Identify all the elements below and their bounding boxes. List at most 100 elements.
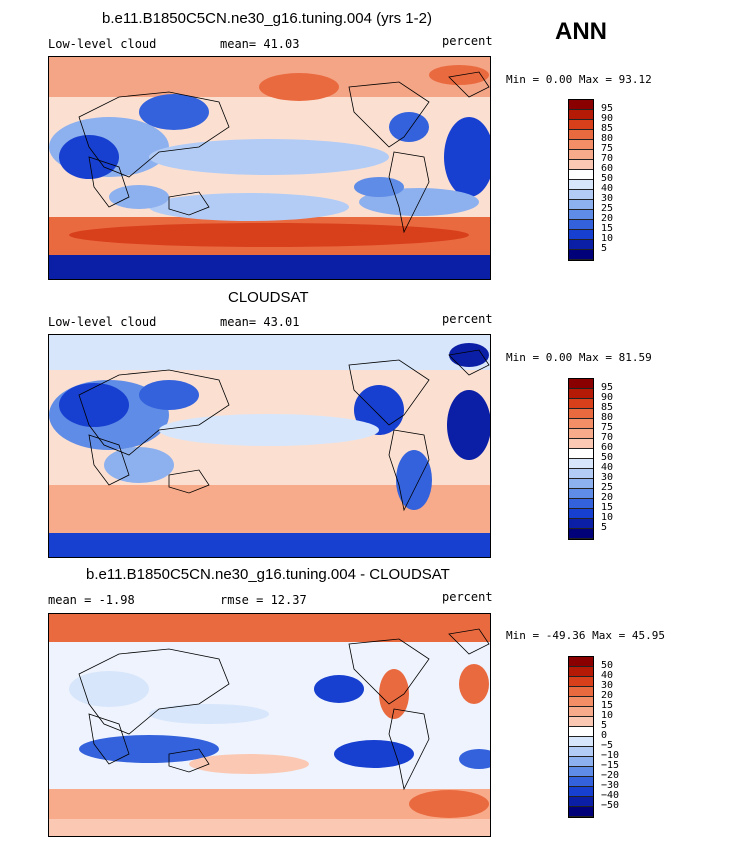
colorbar-tick-label: 85 [601, 402, 614, 413]
colorbar-swatch [569, 469, 593, 479]
colorbar-tick-label: 5 [601, 243, 608, 254]
mean-label: mean = -1.98 [48, 593, 135, 607]
colorbar-swatch [569, 797, 593, 807]
min-max-label: Min = -49.36 Max = 45.95 [506, 629, 665, 642]
colorbar-tick-label: 50 [601, 452, 614, 463]
colorbar-swatch [569, 499, 593, 509]
colorbar-swatch [569, 230, 593, 240]
colorbar-tick-label: −15 [601, 760, 620, 771]
colorbar-tick-label: −30 [601, 780, 620, 791]
colorbar-tick-label: 30 [601, 193, 614, 204]
colorbar-swatch [569, 200, 593, 210]
colorbar-swatch [569, 379, 593, 389]
colorbar-tick-label: 85 [601, 123, 614, 134]
colorbar-swatch [569, 429, 593, 439]
colorbar-swatch [569, 439, 593, 449]
min-max-label: Min = 0.00 Max = 93.12 [506, 73, 652, 86]
colorbar-tick-label: 50 [601, 660, 614, 671]
colorbar-tick-label: 40 [601, 183, 614, 194]
map-observation [48, 334, 491, 558]
colorbar-tick-label: 25 [601, 482, 614, 493]
colorbar-tick-label: 70 [601, 432, 614, 443]
colorbar-swatch [569, 170, 593, 180]
colorbar-swatch [569, 687, 593, 697]
colorbar-swatch [569, 707, 593, 717]
colorbar-tick-label: 5 [601, 720, 608, 731]
colorbar-tick-label: 70 [601, 153, 614, 164]
colorbar-tick-label: 25 [601, 203, 614, 214]
colorbar-tick-label: −20 [601, 770, 620, 781]
colorbar-swatch [569, 210, 593, 220]
colorbar-swatch [569, 509, 593, 519]
rmse-label: rmse = 12.37 [220, 593, 307, 607]
colorbar-swatch [569, 449, 593, 459]
colorbar-swatch [569, 717, 593, 727]
colorbar-tick-label: 80 [601, 412, 614, 423]
colorbar-swatch [569, 727, 593, 737]
colorbar [568, 99, 594, 261]
colorbar-swatch [569, 150, 593, 160]
variable-label: Low-level cloud [48, 37, 157, 51]
colorbar-swatch [569, 737, 593, 747]
colorbar-swatch [569, 100, 593, 110]
mean-label: mean= 41.03 [220, 37, 300, 51]
colorbar-swatch [569, 529, 593, 539]
colorbar-tick-label: 40 [601, 462, 614, 473]
colorbar-tick-label: 15 [601, 700, 614, 711]
colorbar-tick-label: 15 [601, 502, 614, 513]
mean-label: mean= 43.01 [220, 315, 300, 329]
season-label: ANN [555, 18, 607, 45]
colorbar-tick-label: 75 [601, 143, 614, 154]
colorbar-swatch [569, 110, 593, 120]
min-max-label: Min = 0.00 Max = 81.59 [506, 351, 652, 364]
colorbar [568, 656, 594, 818]
colorbar-tick-label: 90 [601, 113, 614, 124]
colorbar-swatch [569, 519, 593, 529]
colorbar-swatch [569, 807, 593, 817]
colorbar-tick-label: −10 [601, 750, 620, 761]
panel-title: b.e11.B1850C5CN.ne30_g16.tuning.004 (yrs… [102, 10, 432, 27]
colorbar-tick-label: 10 [601, 512, 614, 523]
colorbar-tick-label: 50 [601, 173, 614, 184]
map-model [48, 56, 491, 280]
colorbar-tick-label: 20 [601, 213, 614, 224]
colorbar-tick-label: 75 [601, 422, 614, 433]
colorbar-swatch [569, 777, 593, 787]
colorbar-tick-label: 40 [601, 670, 614, 681]
colorbar-swatch [569, 399, 593, 409]
colorbar-swatch [569, 767, 593, 777]
colorbar-tick-label: 20 [601, 690, 614, 701]
colorbar-swatch [569, 479, 593, 489]
colorbar-swatch [569, 697, 593, 707]
colorbar-ticks: 50 40 30 20 15 10 5 0 −5 −10 −15 −20 −30 −40 −50 [601, 656, 620, 811]
colorbar-swatch [569, 250, 593, 260]
colorbar-swatch [569, 419, 593, 429]
colorbar-tick-label: −50 [601, 800, 620, 811]
colorbar-tick-label: 95 [601, 382, 614, 393]
colorbar [568, 378, 594, 540]
units-label: percent [442, 590, 493, 604]
colorbar-tick-label: 90 [601, 392, 614, 403]
colorbar-tick-label: 95 [601, 103, 614, 114]
colorbar-tick-label: 60 [601, 163, 614, 174]
colorbar-tick-label: 5 [601, 522, 608, 533]
units-label: percent [442, 34, 493, 48]
colorbar-swatch [569, 657, 593, 667]
colorbar-tick-label: 60 [601, 442, 614, 453]
colorbar-ticks: 95 90 85 80 75 70 60 50 40 30 25 20 15 10 5 [601, 378, 614, 533]
colorbar-swatch [569, 409, 593, 419]
colorbar-swatch [569, 787, 593, 797]
panel-title: CLOUDSAT [228, 289, 309, 306]
colorbar-tick-label: −5 [601, 740, 614, 751]
colorbar-tick-label: 10 [601, 710, 614, 721]
colorbar-swatch [569, 140, 593, 150]
colorbar-swatch [569, 240, 593, 250]
colorbar-swatch [569, 160, 593, 170]
units-label: percent [442, 312, 493, 326]
colorbar-swatch [569, 190, 593, 200]
colorbar-swatch [569, 677, 593, 687]
colorbar-tick-label: 10 [601, 233, 614, 244]
colorbar-tick-label: 30 [601, 472, 614, 483]
colorbar-tick-label: 0 [601, 730, 608, 741]
colorbar-swatch [569, 130, 593, 140]
